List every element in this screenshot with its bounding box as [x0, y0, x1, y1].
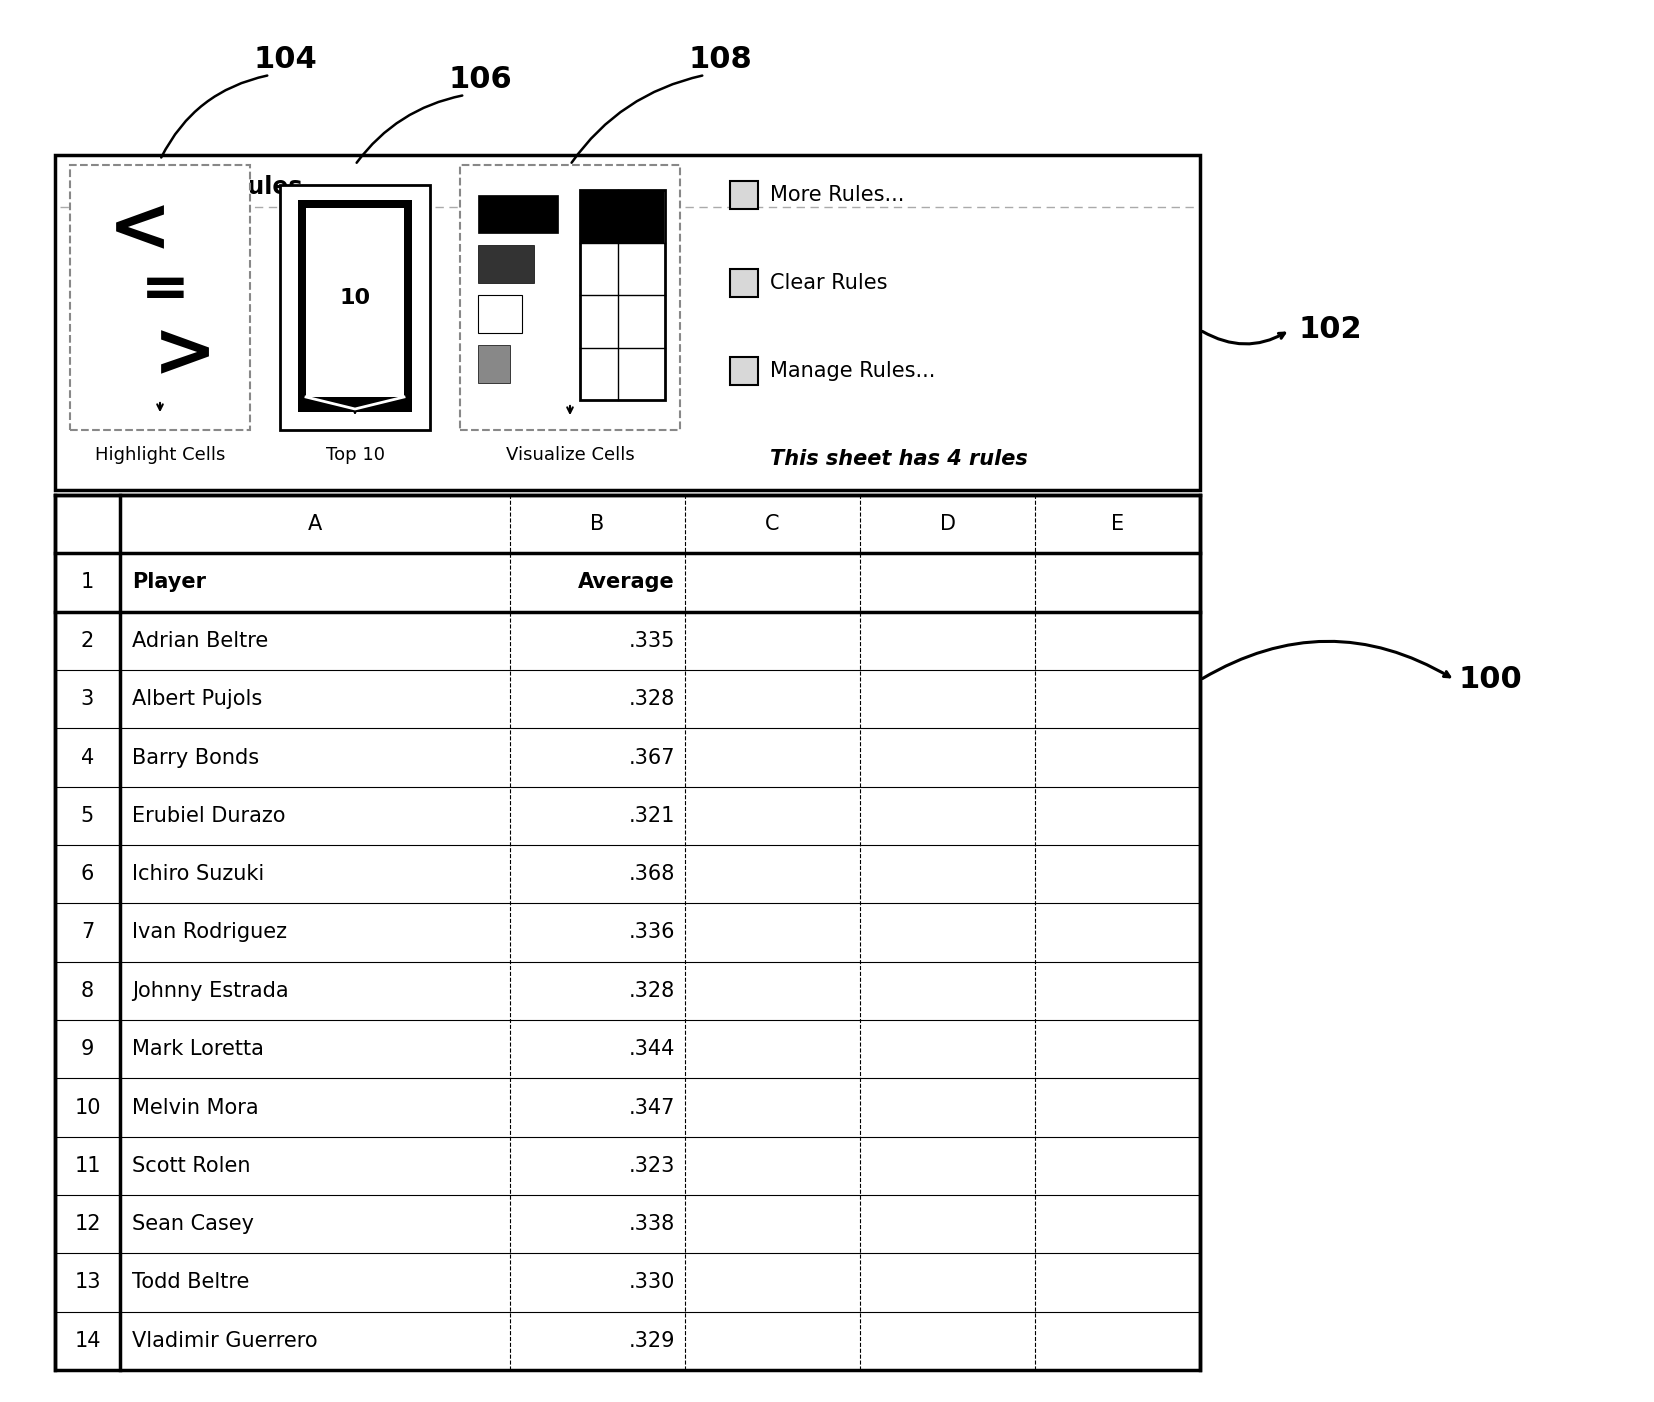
Text: 11: 11 — [74, 1155, 101, 1176]
Text: .330: .330 — [629, 1273, 675, 1293]
Text: 4: 4 — [81, 747, 94, 767]
Text: 8: 8 — [81, 981, 94, 1001]
Text: 102: 102 — [1298, 315, 1361, 345]
FancyBboxPatch shape — [478, 245, 534, 283]
Text: .335: .335 — [629, 631, 675, 651]
Text: >: > — [154, 318, 217, 393]
Text: Barry Bonds: Barry Bonds — [132, 747, 260, 767]
Text: Adrian Beltre: Adrian Beltre — [132, 631, 268, 651]
Text: More Rules...: More Rules... — [771, 185, 905, 205]
Text: .329: .329 — [629, 1330, 675, 1352]
Text: Mark Loretta: Mark Loretta — [132, 1039, 265, 1059]
Text: Player: Player — [132, 572, 207, 593]
Text: Clear Rules: Clear Rules — [771, 273, 888, 293]
Text: Melvin Mora: Melvin Mora — [132, 1098, 258, 1117]
FancyBboxPatch shape — [581, 191, 663, 243]
Text: 6: 6 — [81, 864, 94, 885]
Text: 100: 100 — [1459, 666, 1522, 694]
FancyBboxPatch shape — [306, 207, 404, 397]
FancyBboxPatch shape — [729, 269, 758, 297]
Text: 104: 104 — [253, 45, 318, 74]
Text: This sheet has 4 rules: This sheet has 4 rules — [771, 449, 1027, 470]
Text: 108: 108 — [688, 45, 753, 74]
Text: A: A — [308, 515, 323, 534]
Text: .344: .344 — [629, 1039, 675, 1059]
FancyBboxPatch shape — [729, 358, 758, 386]
Text: 5: 5 — [81, 806, 94, 826]
Text: C: C — [766, 515, 779, 534]
FancyBboxPatch shape — [55, 495, 1201, 1370]
Text: Ichiro Suzuki: Ichiro Suzuki — [132, 864, 265, 885]
FancyBboxPatch shape — [581, 191, 665, 400]
Text: 12: 12 — [74, 1214, 101, 1234]
FancyBboxPatch shape — [55, 156, 1201, 491]
Text: D: D — [939, 515, 956, 534]
Text: .347: .347 — [629, 1098, 675, 1117]
Text: .336: .336 — [629, 923, 675, 942]
Text: Sean Casey: Sean Casey — [132, 1214, 255, 1234]
FancyBboxPatch shape — [460, 165, 680, 430]
Text: Johnny Estrada: Johnny Estrada — [132, 981, 289, 1001]
Text: 1: 1 — [81, 572, 94, 593]
Text: Vladimir Guerrero: Vladimir Guerrero — [132, 1330, 318, 1352]
Text: Scott Rolen: Scott Rolen — [132, 1155, 250, 1176]
Text: Average: Average — [579, 572, 675, 593]
FancyBboxPatch shape — [69, 165, 250, 430]
FancyBboxPatch shape — [478, 345, 509, 383]
FancyBboxPatch shape — [478, 195, 557, 233]
Text: 7: 7 — [81, 923, 94, 942]
Text: Visualize Cells: Visualize Cells — [506, 446, 635, 464]
Text: Erubiel Durazo: Erubiel Durazo — [132, 806, 286, 826]
Text: .328: .328 — [629, 981, 675, 1001]
Text: <: < — [108, 193, 172, 266]
Text: 3: 3 — [81, 690, 94, 709]
FancyBboxPatch shape — [729, 181, 758, 209]
Text: 13: 13 — [74, 1273, 101, 1293]
FancyBboxPatch shape — [298, 200, 412, 412]
Text: 106: 106 — [448, 66, 511, 94]
Text: 9: 9 — [81, 1039, 94, 1059]
Text: Top 10: Top 10 — [326, 446, 384, 464]
Text: Albert Pujols: Albert Pujols — [132, 690, 263, 709]
Text: =: = — [141, 262, 189, 318]
Text: .323: .323 — [629, 1155, 675, 1176]
Text: .328: .328 — [629, 690, 675, 709]
Text: .367: .367 — [629, 747, 675, 767]
Text: Ivan Rodriguez: Ivan Rodriguez — [132, 923, 288, 942]
Text: Highlight Cells: Highlight Cells — [94, 446, 225, 464]
Text: Todd Beltre: Todd Beltre — [132, 1273, 250, 1293]
FancyBboxPatch shape — [478, 294, 523, 334]
Text: 10: 10 — [339, 287, 370, 307]
FancyBboxPatch shape — [280, 185, 430, 430]
Text: Manage Rules...: Manage Rules... — [771, 360, 936, 381]
Text: .321: .321 — [629, 806, 675, 826]
Text: B: B — [590, 515, 605, 534]
Text: E: E — [1111, 515, 1125, 534]
Text: .338: .338 — [629, 1214, 675, 1234]
Text: .368: .368 — [629, 864, 675, 885]
Text: 14: 14 — [74, 1330, 101, 1352]
Text: Formatting Rules: Formatting Rules — [73, 175, 303, 199]
Text: 2: 2 — [81, 631, 94, 651]
Text: 10: 10 — [74, 1098, 101, 1117]
